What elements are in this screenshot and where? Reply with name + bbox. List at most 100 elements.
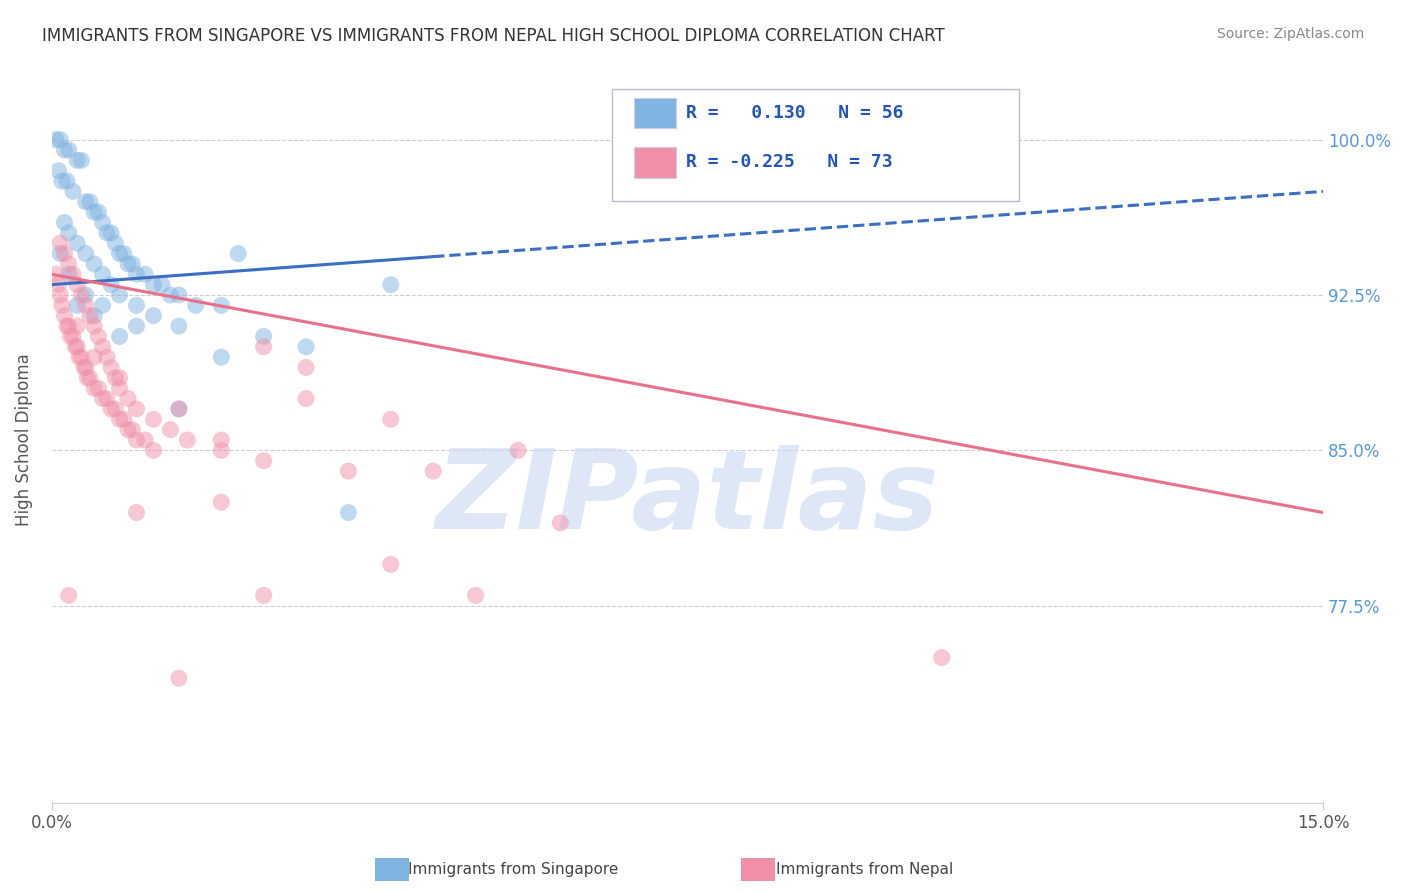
Point	[380, 558, 402, 572]
Point	[253, 588, 276, 602]
Point	[79, 371, 101, 385]
Point	[295, 340, 318, 354]
Point	[108, 246, 131, 260]
Point	[104, 371, 127, 385]
Point	[79, 309, 101, 323]
Point	[380, 412, 402, 426]
Point	[62, 329, 84, 343]
Text: R = -0.225   N = 73: R = -0.225 N = 73	[686, 153, 893, 171]
Point	[125, 319, 148, 334]
Point	[96, 226, 118, 240]
Point	[58, 267, 80, 281]
Point	[209, 350, 232, 364]
Point	[70, 350, 93, 364]
Point	[58, 319, 80, 334]
Point	[83, 205, 105, 219]
Point	[75, 246, 97, 260]
Point	[176, 433, 198, 447]
Point	[48, 163, 70, 178]
Point	[142, 277, 165, 292]
Point	[58, 226, 80, 240]
Point	[70, 288, 93, 302]
Point	[108, 329, 131, 343]
Point	[58, 257, 80, 271]
Point	[66, 153, 89, 168]
Text: Immigrants from Singapore: Immigrants from Singapore	[408, 863, 619, 877]
Point	[87, 205, 110, 219]
Point	[931, 650, 953, 665]
Point	[159, 288, 181, 302]
Point	[253, 340, 276, 354]
Text: Source: ZipAtlas.com: Source: ZipAtlas.com	[1216, 27, 1364, 41]
Point	[125, 506, 148, 520]
Point	[121, 257, 143, 271]
Point	[209, 433, 232, 447]
Point	[66, 319, 89, 334]
Point	[108, 288, 131, 302]
Point	[159, 423, 181, 437]
Point	[167, 401, 190, 416]
Point	[73, 360, 96, 375]
Point	[142, 309, 165, 323]
Point	[380, 277, 402, 292]
Point	[117, 392, 139, 406]
Text: Immigrants from Nepal: Immigrants from Nepal	[776, 863, 953, 877]
Point	[62, 267, 84, 281]
Point	[108, 412, 131, 426]
Point	[167, 319, 190, 334]
Point	[83, 381, 105, 395]
Point	[45, 267, 67, 281]
Point	[58, 588, 80, 602]
Point	[51, 298, 73, 312]
Point	[167, 671, 190, 685]
Point	[91, 392, 114, 406]
Point	[96, 350, 118, 364]
Point	[49, 132, 72, 146]
Point	[91, 267, 114, 281]
Point	[295, 360, 318, 375]
Point	[91, 340, 114, 354]
Point	[134, 433, 156, 447]
Point	[83, 319, 105, 334]
Point	[83, 350, 105, 364]
Point	[83, 257, 105, 271]
Point	[87, 329, 110, 343]
Point	[76, 371, 98, 385]
Point	[550, 516, 572, 530]
Point	[75, 298, 97, 312]
Text: IMMIGRANTS FROM SINGAPORE VS IMMIGRANTS FROM NEPAL HIGH SCHOOL DIPLOMA CORRELATI: IMMIGRANTS FROM SINGAPORE VS IMMIGRANTS …	[42, 27, 945, 45]
Point	[56, 174, 79, 188]
Point	[53, 246, 76, 260]
Point	[295, 392, 318, 406]
Point	[91, 215, 114, 229]
Point	[100, 277, 122, 292]
Point	[337, 506, 360, 520]
Point	[167, 401, 190, 416]
Point	[108, 381, 131, 395]
Point	[253, 329, 276, 343]
Point	[506, 443, 529, 458]
Point	[53, 215, 76, 229]
Point	[56, 319, 79, 334]
Point	[53, 309, 76, 323]
Point	[134, 267, 156, 281]
Point	[65, 340, 87, 354]
Point	[142, 412, 165, 426]
Text: R =   0.130   N = 56: R = 0.130 N = 56	[686, 104, 904, 122]
Y-axis label: High School Diploma: High School Diploma	[15, 353, 32, 526]
Point	[53, 143, 76, 157]
Point	[226, 246, 249, 260]
Point	[125, 433, 148, 447]
Point	[253, 454, 276, 468]
Point	[67, 350, 90, 364]
Point	[100, 401, 122, 416]
Point	[121, 423, 143, 437]
Point	[112, 412, 135, 426]
Point	[66, 340, 89, 354]
Point	[108, 371, 131, 385]
Point	[125, 267, 148, 281]
Point	[209, 298, 232, 312]
Point	[125, 401, 148, 416]
Point	[75, 288, 97, 302]
Point	[75, 194, 97, 209]
